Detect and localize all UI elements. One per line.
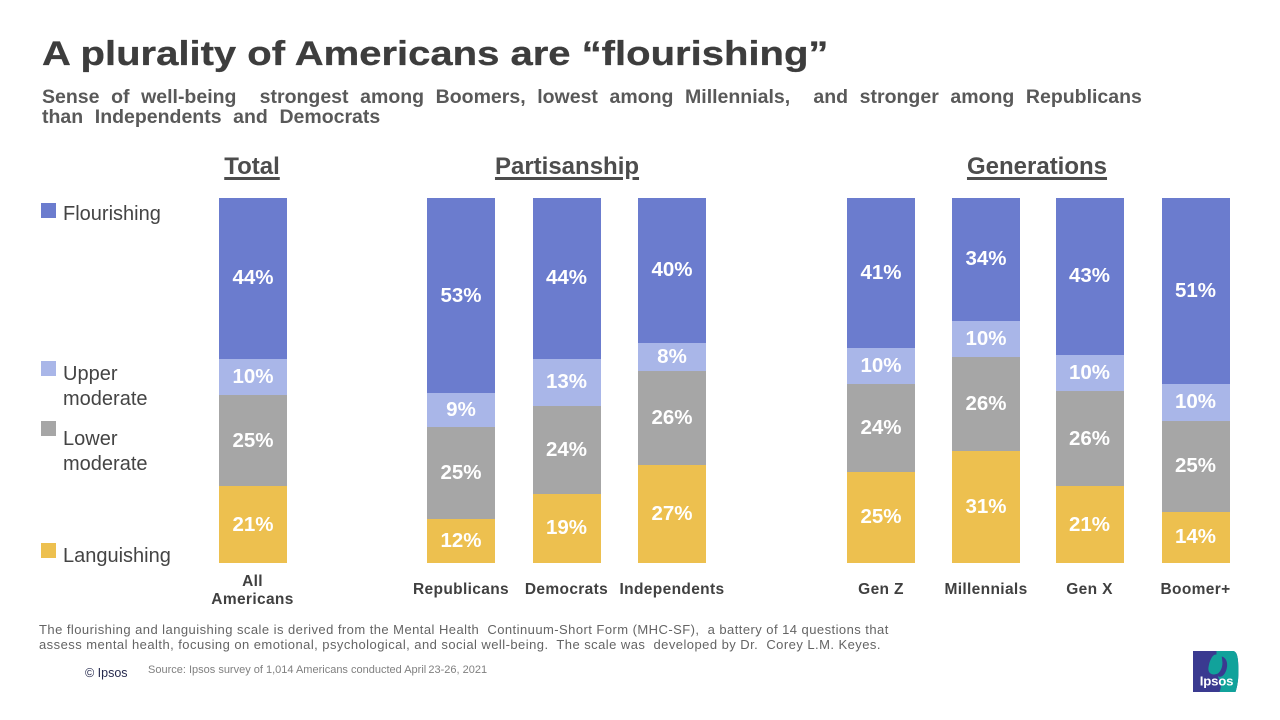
svg-text:Ipsos: Ipsos: [1200, 674, 1233, 689]
